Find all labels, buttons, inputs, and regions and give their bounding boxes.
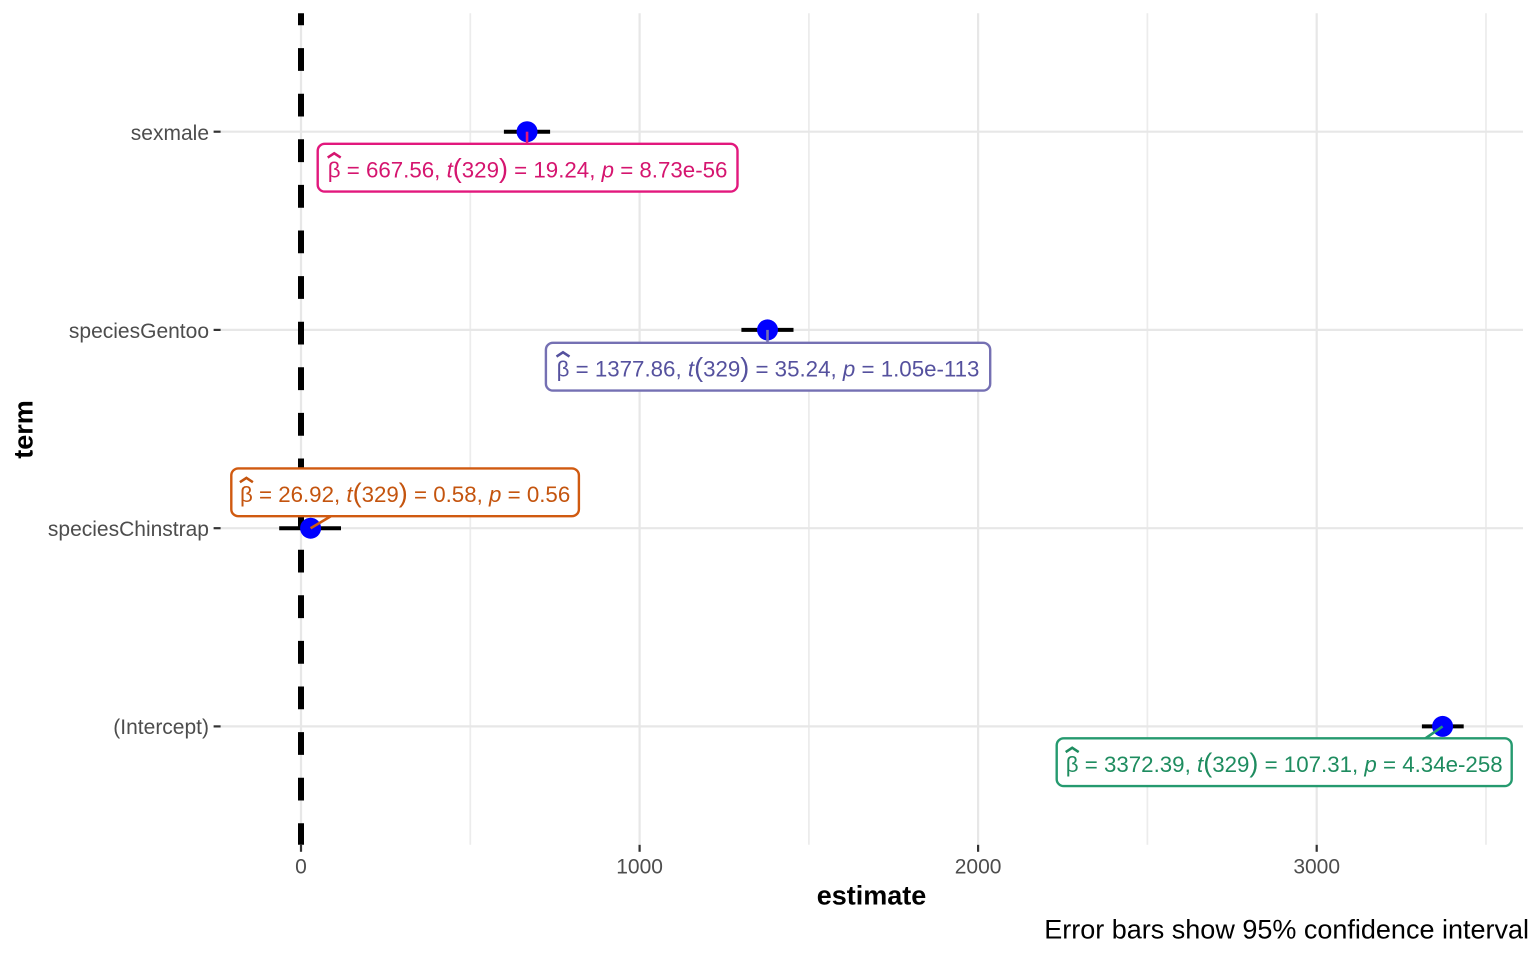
svg-text:sexmale: sexmale bbox=[131, 122, 209, 145]
svg-text:β = 3372.39, t(329) = 107.31,: β = 3372.39, t(329) = 107.31, p = 4.34e-… bbox=[1066, 748, 1503, 778]
svg-text:3000: 3000 bbox=[1293, 856, 1340, 879]
svg-text:2000: 2000 bbox=[955, 856, 1002, 879]
svg-text:(Intercept): (Intercept) bbox=[113, 716, 209, 739]
svg-text:speciesGentoo: speciesGentoo bbox=[69, 320, 209, 343]
svg-text:Error bars show 95% confidence: Error bars show 95% confidence interval bbox=[1044, 915, 1529, 945]
svg-text:term: term bbox=[8, 400, 38, 459]
svg-text:β = 667.56, t(329) = 19.24, p: β = 667.56, t(329) = 19.24, p = 8.73e-56 bbox=[328, 154, 728, 184]
svg-text:speciesChinstrap: speciesChinstrap bbox=[48, 518, 209, 541]
svg-text:1000: 1000 bbox=[616, 856, 663, 879]
svg-text:0: 0 bbox=[295, 856, 307, 879]
svg-text:β = 1377.86, t(329) = 35.24, p: β = 1377.86, t(329) = 35.24, p = 1.05e-1… bbox=[557, 353, 980, 383]
svg-text:estimate: estimate bbox=[817, 880, 927, 910]
svg-text:β = 26.92, t(329) = 0.58, p =: β = 26.92, t(329) = 0.58, p = 0.56 bbox=[240, 478, 570, 508]
